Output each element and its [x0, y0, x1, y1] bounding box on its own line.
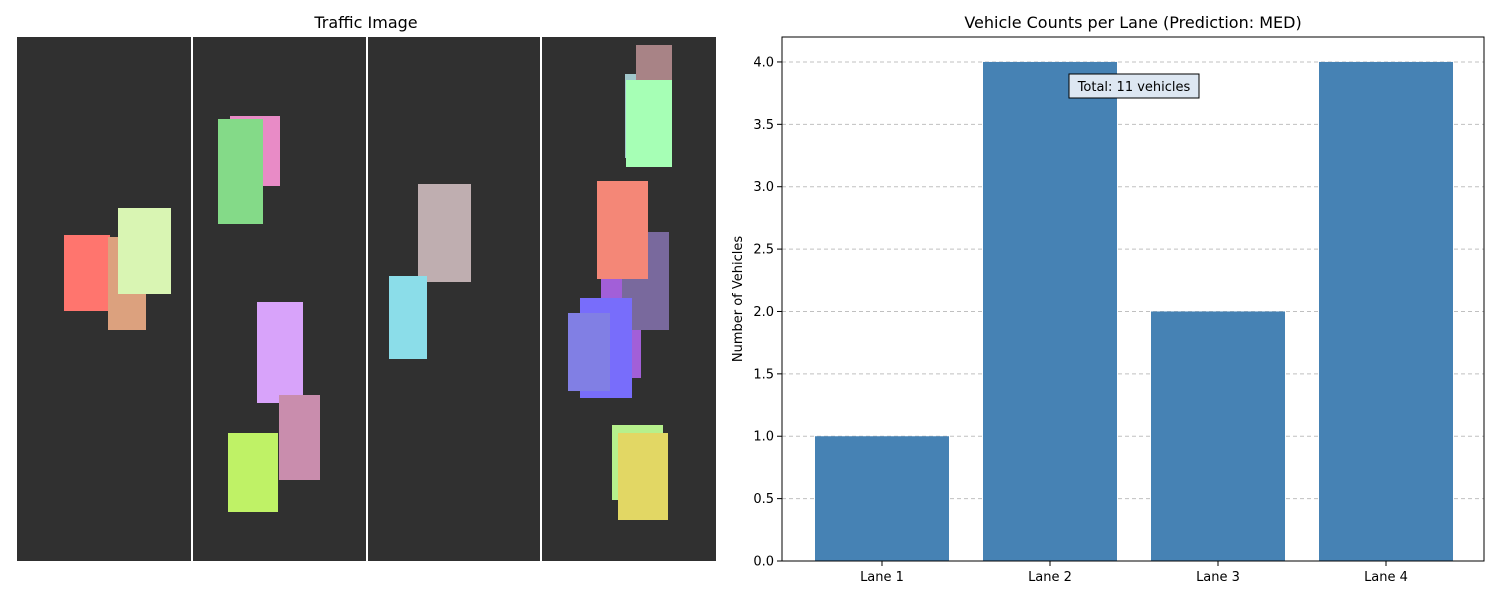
x-axis: Lane 1 Lane 2 Lane 3 Lane 4 [860, 561, 1408, 585]
lane-divider-1 [191, 37, 193, 561]
y-tick-label: 2.0 [753, 305, 774, 320]
chart-bars [815, 61, 1453, 561]
y-tick-label: 2.5 [753, 243, 774, 258]
lane-divider-3 [540, 37, 542, 561]
lane-divider-2 [366, 37, 368, 561]
x-tick-label: Lane 4 [1364, 570, 1408, 585]
y-axis-label: Number of Vehicles [731, 236, 746, 363]
vehicle [418, 184, 471, 282]
y-tick-label: 0.0 [753, 555, 774, 570]
y-tick-label: 4.0 [753, 55, 774, 70]
vehicle [257, 302, 303, 403]
vehicle [626, 80, 672, 167]
x-tick-label: Lane 2 [1028, 570, 1072, 585]
traffic-image [17, 37, 716, 561]
annotation-text: Total: 11 vehicles [1077, 80, 1191, 95]
y-axis: 0.0 0.5 1.0 1.5 2.0 2.5 3.0 3.5 4.0 [753, 55, 782, 570]
y-tick-label: 1.0 [753, 430, 774, 445]
y-tick-label: 1.5 [753, 367, 774, 382]
x-tick-label: Lane 3 [1196, 570, 1240, 585]
y-tick-label: 0.5 [753, 492, 774, 507]
annotation-box [1068, 73, 1200, 99]
vehicle [118, 208, 171, 294]
vehicle [568, 313, 610, 391]
vehicle [636, 45, 672, 80]
vehicle [228, 433, 278, 512]
traffic-image-title: Traffic Image [313, 13, 417, 32]
vehicle [218, 119, 263, 224]
vehicle [389, 276, 427, 359]
y-tick-label: 3.5 [753, 118, 774, 133]
bar-lane-4 [1319, 61, 1453, 561]
bar-lane-2 [983, 61, 1117, 561]
bar-lane-3 [1151, 311, 1285, 561]
vehicle [618, 433, 668, 520]
vehicle [64, 235, 110, 311]
x-tick-label: Lane 1 [860, 570, 904, 585]
chart-title: Vehicle Counts per Lane (Prediction: MED… [964, 13, 1301, 32]
plot-frame [781, 36, 1485, 562]
bar-lane-1 [815, 436, 949, 561]
total-annotation: Total: 11 vehicles [1068, 73, 1200, 99]
vehicle [597, 181, 648, 279]
vehicle [279, 395, 320, 480]
y-tick-label: 3.0 [753, 180, 774, 195]
